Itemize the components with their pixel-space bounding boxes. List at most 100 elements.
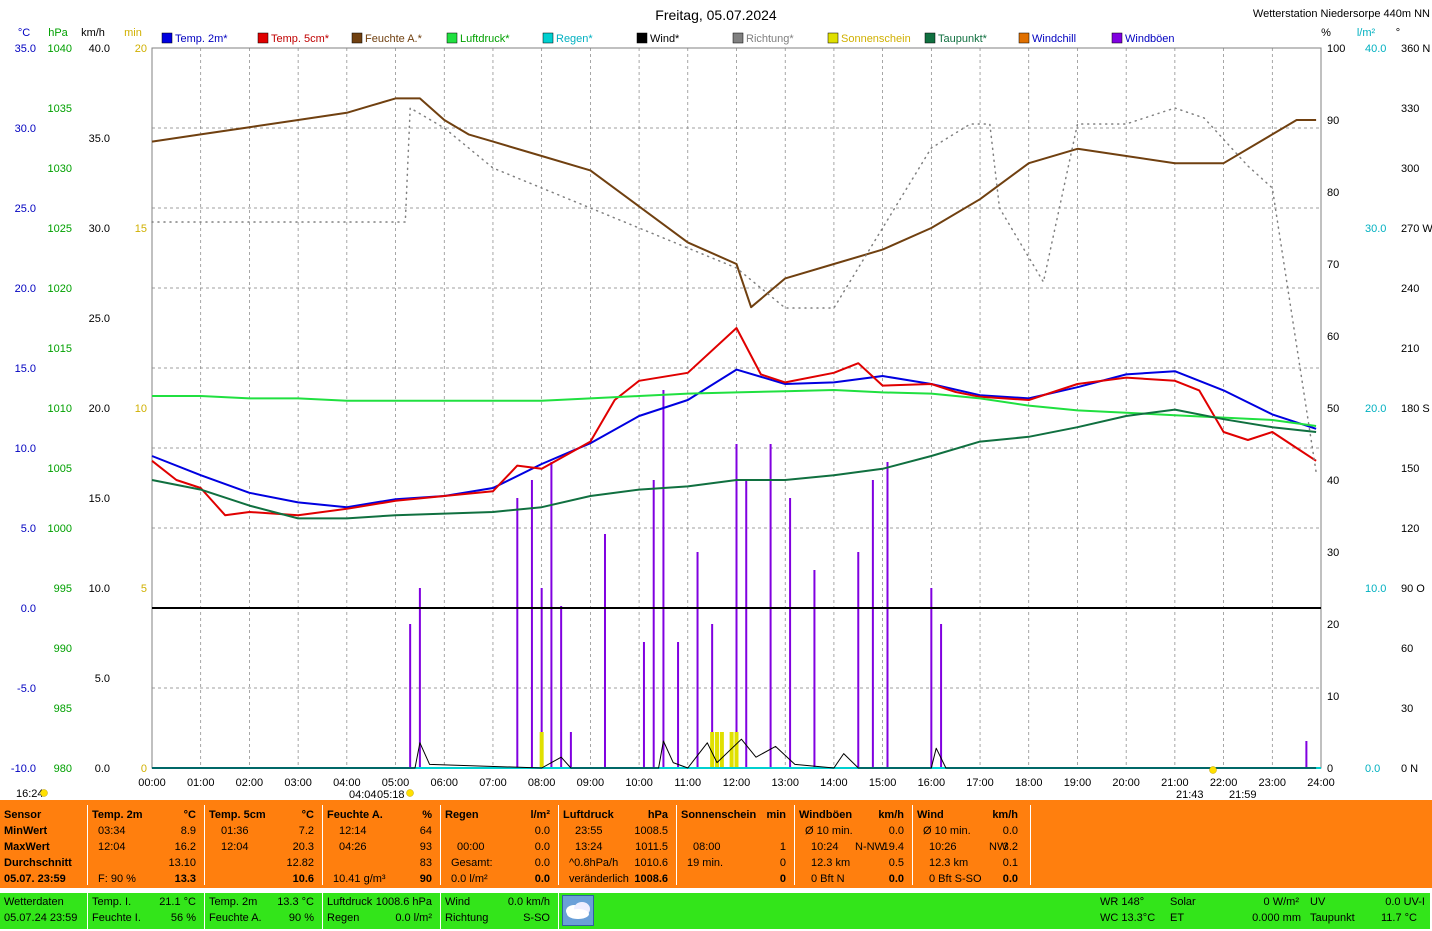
footer-icon-cell: WR 148° WC 13.3°C Solar 0 W/m² ET 0.000 … — [559, 893, 1431, 929]
x-tick-label: 11:00 — [674, 777, 701, 789]
footer-temp2m: 13.3 °C — [277, 896, 314, 908]
footer-regen: 0.0 l/m² — [395, 912, 432, 924]
x-tick-label: 15:00 — [869, 777, 897, 789]
regen-row0: 0.0 — [534, 825, 550, 837]
sensor-header: Sensor — [4, 809, 42, 821]
legend-label: Wind* — [650, 33, 680, 45]
celsius-tick-label: 5.0 — [21, 523, 36, 535]
legend-label: Sonnenschein — [841, 33, 911, 45]
deg-tick-label: 270 W — [1401, 223, 1432, 235]
wind-r1-val: 3.2 — [1002, 841, 1018, 853]
min-tick-label: 20 — [135, 43, 147, 55]
sunshine-bar — [710, 732, 715, 768]
luftdruck-min-time: 23:55 — [575, 825, 603, 837]
sunshine-bar — [719, 732, 724, 768]
sun-event-label: 05:18 — [377, 789, 405, 800]
sun-event-label: 21:59 — [1229, 789, 1257, 800]
x-tick-label: 04:00 — [333, 777, 361, 789]
series-line-wind- — [152, 738, 1317, 769]
min-tick-label: 0 — [141, 763, 147, 775]
temp5cm-min-time: 01:36 — [221, 825, 249, 837]
feuchte-header: Feuchte A. — [327, 809, 383, 821]
x-tick-label: 20:00 — [1112, 777, 1140, 789]
x-tick-label: 01:00 — [187, 777, 215, 789]
temp2m-cur-label: F: 90 % — [98, 873, 136, 885]
wind-r2-label: 12.3 km — [929, 857, 969, 869]
temp5cm-avg: 12.82 — [286, 857, 314, 869]
luftdruck-panel: Luftdruck hPa 23:55 1008.5 13:24 1011.5 ^0.… — [559, 805, 677, 885]
legend-label: Temp. 2m* — [175, 33, 228, 45]
axis-unit-label: km/h — [81, 27, 105, 39]
boeen-unit: km/h — [878, 809, 904, 821]
regen-gesamt: 0.0 — [534, 857, 550, 869]
footer-wc: WC 13.3°C — [1100, 912, 1156, 924]
wind-r1-dir: NW — [989, 841, 1008, 853]
footer-taupunkt-label: Taupunkt — [1310, 912, 1355, 924]
legend-label: Taupunkt* — [938, 33, 988, 45]
minwert-label: MinWert — [4, 825, 48, 837]
boeen-header: Windböen — [799, 809, 853, 821]
regen-header: Regen — [445, 809, 479, 821]
sunshine-bar — [729, 732, 734, 768]
footer-date-cell: Wetterdaten 05.07.24 23:59 — [0, 893, 88, 929]
temp2m-panel: Temp. 2m °C 03:34 8.9 12:04 16.2 13.10 F: 9… — [88, 805, 205, 885]
regen-r1-time: 00:00 — [457, 841, 485, 853]
feuchte-max: 93 — [419, 841, 432, 853]
boeen-panel: Windböen km/h Ø 10 min. 0.0 10:24 N-NW 19.4 … — [795, 805, 913, 885]
footer-et-label: ET — [1170, 912, 1185, 924]
x-tick-label: 12:00 — [723, 777, 751, 789]
luftdruck-cur-label: veränderlich — [569, 873, 629, 885]
x-tick-label: 22:00 — [1210, 777, 1238, 789]
celsius-tick-label: -10.0 — [11, 763, 36, 775]
percent-tick-label: 0 — [1327, 763, 1333, 775]
regen-unit: l/m² — [530, 809, 550, 821]
kmh-tick-label: 25.0 — [89, 313, 110, 325]
durchschnitt-label: Durchschnitt — [4, 857, 72, 869]
feuchte-min-time: 12:14 — [339, 825, 367, 837]
boeen-r1-dir: N-NW — [855, 841, 885, 853]
wind-panel: Wind km/h Ø 10 min. 0.0 10:26 NW 3.2 12.3 km… — [913, 805, 1031, 885]
temp2m-max: 16.2 — [174, 841, 196, 853]
weather-cloud-icon — [562, 895, 594, 926]
deg-tick-label: 330 — [1401, 103, 1419, 115]
footer-wetterdaten: Wetterdaten — [4, 896, 64, 908]
footer-wind: 0.0 km/h — [507, 896, 550, 908]
temp2m-avg: 13.10 — [168, 857, 196, 869]
temp2m-min-time: 03:34 — [98, 825, 126, 837]
regen-panel: Regen l/m² 0.0 00:00 0.0 Gesamt: 0.0 0.0 l/… — [441, 805, 559, 885]
deg-tick-label: 60 — [1401, 643, 1413, 655]
sun-event-label: 16:24 — [16, 788, 44, 800]
sensor-panel: Sensor MinWert MaxWert Durchschnitt 05.0… — [0, 805, 88, 885]
footer-et: 0.000 mm — [1252, 912, 1301, 924]
hpa-tick-label: 1035 — [48, 103, 72, 115]
legend-swatch — [161, 32, 173, 44]
footer-luftdruck: 1008.6 hPa — [375, 896, 432, 908]
x-tick-label: 13:00 — [771, 777, 799, 789]
series-line-luftdruck- — [152, 389, 1317, 427]
feuchte-avg: 83 — [419, 857, 432, 869]
luftdruck-min: 1008.5 — [634, 825, 668, 837]
x-tick-label: 09:00 — [577, 777, 605, 789]
legend-label: Windchill — [1032, 33, 1076, 45]
wind-r3-val: 0.0 — [1002, 873, 1018, 885]
sonne-r2-label: 19 min. — [687, 857, 724, 869]
boeen-r0-val: 0.0 — [888, 825, 904, 837]
hpa-tick-label: 1000 — [48, 523, 72, 535]
legend-swatch — [827, 32, 839, 44]
celsius-tick-label: 30.0 — [15, 123, 36, 135]
luftdruck-unit: hPa — [647, 809, 668, 821]
celsius-tick-label: -5.0 — [17, 683, 36, 695]
footer-temp-i: 21.1 °C — [159, 896, 196, 908]
kmh-tick-label: 10.0 — [89, 583, 110, 595]
regen-r3-label: 0.0 l/m² — [451, 873, 488, 885]
wind-r0-val: 0.0 — [1002, 825, 1018, 837]
x-tick-label: 21:00 — [1161, 777, 1189, 789]
boeen-r3-val: 0.0 — [888, 873, 904, 885]
legend-swatch — [257, 32, 269, 44]
station-name: Wetterstation Niedersorpe 440m NN — [1253, 8, 1430, 20]
regen-gesamt-label: Gesamt: — [451, 857, 493, 869]
hpa-tick-label: 995 — [54, 583, 72, 595]
temp2m-min: 8.9 — [180, 825, 196, 837]
x-tick-label: 05:00 — [382, 777, 410, 789]
boeen-r2-val: 0.5 — [888, 857, 904, 869]
